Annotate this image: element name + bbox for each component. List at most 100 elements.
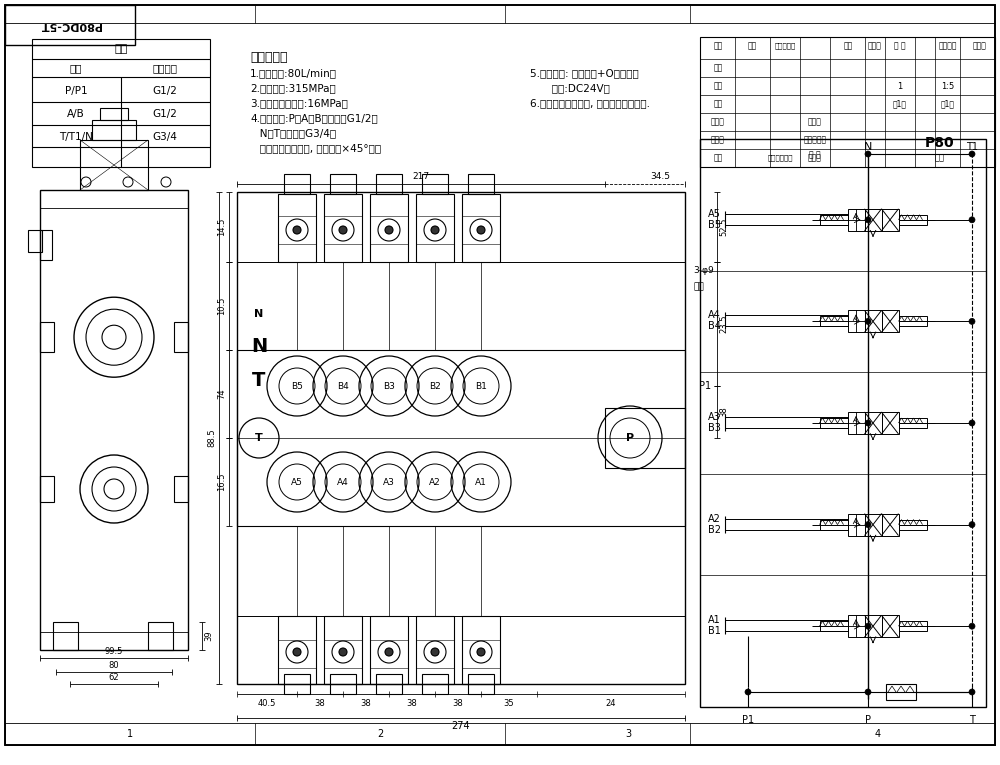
Bar (605, 408, 685, 468)
Bar (330, 674, 356, 694)
Bar (864, 412, 882, 434)
Text: A2: A2 (429, 477, 441, 487)
Text: T: T (252, 370, 266, 389)
Bar (278, 616, 316, 684)
Circle shape (969, 151, 975, 157)
Circle shape (865, 623, 871, 629)
Text: 图纸编号: 图纸编号 (939, 41, 957, 50)
Text: 23.5: 23.5 (720, 314, 728, 334)
Text: 52.5: 52.5 (720, 218, 728, 236)
Text: 3: 3 (625, 729, 631, 739)
Bar (700, 139, 986, 707)
Bar (40, 230, 52, 260)
Text: 校对: 校对 (713, 82, 723, 90)
Text: P: P (626, 433, 634, 443)
Text: 16.5: 16.5 (218, 473, 226, 491)
Bar (898, 621, 926, 631)
Text: 设计人: 设计人 (808, 154, 822, 162)
Text: A2: A2 (708, 513, 721, 523)
Text: P: P (865, 715, 871, 725)
Bar (820, 519, 848, 529)
Text: B3: B3 (708, 423, 721, 433)
Bar (848, 209, 864, 231)
Bar (864, 615, 882, 637)
Text: 2: 2 (377, 729, 383, 739)
Text: 1:5: 1:5 (941, 82, 955, 90)
Bar (882, 412, 898, 434)
Circle shape (293, 226, 301, 234)
Bar (416, 616, 454, 684)
Text: 1.额定流量:80L/min；: 1.额定流量:80L/min； (250, 68, 337, 78)
Text: 年 月: 年 月 (809, 151, 821, 159)
Text: 35: 35 (504, 698, 514, 708)
Bar (462, 616, 500, 684)
Bar (174, 476, 188, 502)
Text: B4: B4 (708, 321, 721, 331)
Bar (284, 174, 310, 194)
Text: 38: 38 (361, 698, 371, 708)
Bar (864, 513, 882, 536)
Bar (848, 513, 864, 536)
Text: P1: P1 (699, 381, 711, 391)
Text: P80: P80 (925, 136, 955, 150)
Bar (882, 311, 898, 333)
Text: 标检: 标检 (713, 154, 723, 162)
Text: N: N (254, 309, 264, 319)
Circle shape (969, 689, 975, 695)
Text: 优化液压设备: 优化液压设备 (767, 155, 793, 161)
Circle shape (865, 689, 871, 695)
Circle shape (385, 648, 393, 656)
Text: 审核员名称: 审核员名称 (803, 135, 827, 145)
Text: T/T1/N: T/T1/N (59, 132, 93, 142)
Bar (370, 194, 408, 262)
Text: 274: 274 (452, 721, 470, 731)
Bar (468, 674, 494, 694)
Bar (820, 621, 848, 631)
Bar (40, 322, 54, 352)
Text: 34.5: 34.5 (650, 171, 670, 181)
Text: 图号: 图号 (935, 154, 945, 162)
Text: A1: A1 (708, 615, 721, 625)
Text: B1: B1 (475, 382, 487, 390)
Text: 设计: 设计 (713, 63, 723, 73)
Bar (422, 174, 448, 194)
Circle shape (431, 226, 439, 234)
Text: 217: 217 (412, 171, 430, 181)
Text: 40.5: 40.5 (258, 698, 276, 708)
Bar (370, 616, 408, 684)
Bar (700, 37, 995, 167)
Text: 62: 62 (109, 673, 119, 682)
Bar (376, 174, 402, 194)
Text: P80DC-5T: P80DC-5T (39, 20, 101, 30)
Bar (898, 215, 926, 225)
Circle shape (293, 648, 301, 656)
Text: A1: A1 (475, 477, 487, 487)
Text: 阀体: 阀体 (114, 44, 128, 54)
Text: 第1张: 第1张 (941, 99, 955, 109)
Text: P1: P1 (742, 715, 754, 725)
Text: B5: B5 (708, 220, 721, 230)
Bar (462, 194, 500, 262)
Bar (32, 39, 210, 167)
Text: 38: 38 (407, 698, 417, 708)
Bar (898, 418, 926, 428)
Bar (416, 194, 454, 262)
Bar (882, 615, 898, 637)
Circle shape (385, 226, 393, 234)
Text: 第1张: 第1张 (893, 99, 907, 109)
Circle shape (969, 216, 975, 223)
Circle shape (477, 648, 485, 656)
Circle shape (865, 216, 871, 223)
Text: 3.安全阀调定压力:16MPa；: 3.安全阀调定压力:16MPa； (250, 98, 348, 108)
Text: A5: A5 (708, 209, 721, 219)
Bar (848, 412, 864, 434)
Text: 10.5: 10.5 (218, 297, 226, 315)
Text: G1/2: G1/2 (153, 86, 177, 96)
Text: 战略版: 战略版 (973, 41, 987, 50)
Bar (278, 194, 316, 262)
Bar (898, 519, 926, 529)
Circle shape (969, 318, 975, 324)
Bar (324, 194, 362, 262)
Text: 螺纹规格: 螺纹规格 (152, 63, 178, 73)
Text: 更改文件号: 更改文件号 (774, 43, 796, 49)
